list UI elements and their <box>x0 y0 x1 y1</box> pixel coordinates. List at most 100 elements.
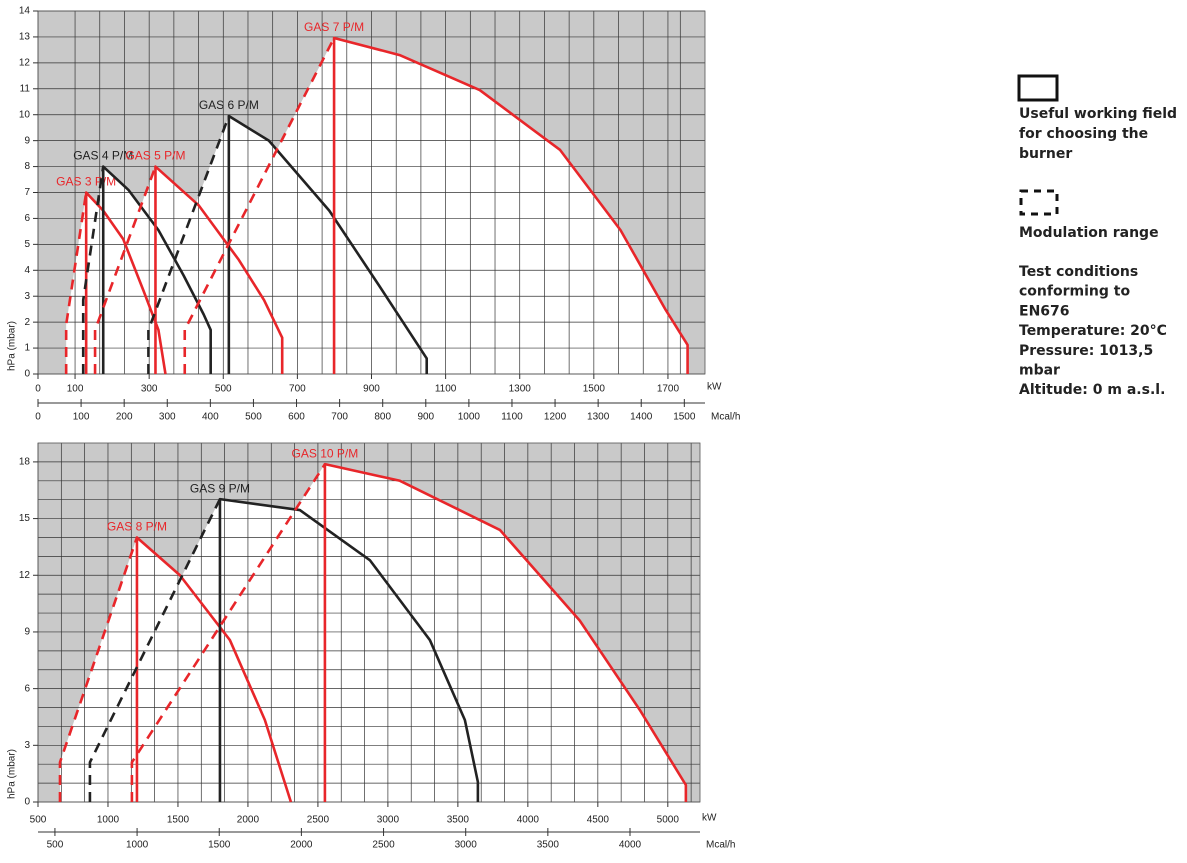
x-tick-label: 1000 <box>97 815 120 826</box>
x2-tick-label: 3500 <box>537 840 560 851</box>
y-tick-label: 13 <box>19 32 31 43</box>
x-tick-label: 3000 <box>377 815 400 826</box>
x2-axis-unit: Mcal/h <box>706 840 735 851</box>
x2-tick-label: 900 <box>417 412 434 423</box>
modulation-range <box>147 115 231 374</box>
x-tick-label: 3500 <box>447 815 470 826</box>
modulation-range <box>183 37 336 374</box>
x2-axis-unit: Mcal/h <box>711 412 740 423</box>
x2-tick-label: 1200 <box>544 412 567 423</box>
modulation-range <box>93 166 157 374</box>
y-tick-label: 6 <box>24 683 30 694</box>
y-tick-label: 12 <box>19 570 31 581</box>
x2-tick-label: 1100 <box>501 412 523 423</box>
x2-tick-label: 1500 <box>208 840 231 851</box>
series-label: GAS 7 P/M <box>304 20 364 34</box>
series-label: GAS 3 P/M <box>56 175 116 189</box>
legend-text: EN676 <box>1019 303 1070 319</box>
x-tick-label: 1300 <box>509 384 532 395</box>
y-axis-title: hPa (mbar) <box>7 321 18 371</box>
x2-tick-label: 500 <box>245 412 262 423</box>
x2-tick-label: 100 <box>73 412 90 423</box>
x2-tick-label: 500 <box>47 840 64 851</box>
y-tick-label: 8 <box>24 161 30 172</box>
x-tick-label: 0 <box>35 384 41 395</box>
x2-tick-label: 700 <box>331 412 348 423</box>
x2-tick-label: 0 <box>35 412 41 423</box>
y-tick-label: 0 <box>24 369 30 380</box>
x-tick-label: 2000 <box>237 815 260 826</box>
working-field-outline <box>101 165 212 374</box>
x2-tick-label: 1000 <box>126 840 149 851</box>
conditions: Test conditions conforming to EN676 Tempera… <box>1019 264 1167 398</box>
legend-text: mbar <box>1019 363 1060 379</box>
working-field-outline <box>218 497 480 802</box>
series-label: GAS 9 P/M <box>190 481 250 495</box>
y-tick-label: 3 <box>24 291 30 302</box>
legend-text: Temperature: 20°C <box>1019 323 1167 339</box>
working-field-outline <box>154 165 284 374</box>
x-axis-unit: kW <box>702 813 717 824</box>
x-tick-label: 1500 <box>583 384 606 395</box>
modulation-range <box>58 537 139 802</box>
working-field-key <box>1017 74 1059 102</box>
x-tick-label: 1100 <box>435 384 457 395</box>
x-tick-label: 700 <box>289 384 306 395</box>
legend-text: conforming to <box>1019 284 1130 300</box>
x-tick-label: 1700 <box>657 384 680 395</box>
x-tick-label: 500 <box>30 815 47 826</box>
legend-text: for choosing the <box>1019 126 1148 142</box>
x2-tick-label: 1000 <box>458 412 481 423</box>
y-tick-label: 18 <box>19 457 31 468</box>
y-tick-label: 6 <box>24 213 30 224</box>
series-label: GAS 10 P/M <box>292 446 359 460</box>
chart: 0 3 6 9 12 15 18 hPa (mbar) 500 1000 1500 2000 2500 3… <box>7 442 735 851</box>
plot-frame <box>37 442 701 803</box>
modulation-key <box>1019 189 1059 216</box>
x-tick-label: 2500 <box>307 815 330 826</box>
modulation-range <box>130 463 327 802</box>
x2-tick-label: 2500 <box>372 840 395 851</box>
working-field-outline <box>84 191 167 375</box>
legend-text: Altitude: 0 m a.s.l. <box>1019 382 1165 398</box>
y-tick-label: 7 <box>24 187 30 198</box>
x2-tick-label: 1300 <box>587 412 610 423</box>
y-tick-label: 5 <box>24 239 30 250</box>
y-tick-label: 12 <box>19 57 31 68</box>
y-axis-title: hPa (mbar) <box>7 749 18 799</box>
y-tick-label: 11 <box>20 83 31 94</box>
x-tick-label: 900 <box>363 384 380 395</box>
y-tick-label: 4 <box>24 265 30 276</box>
legend-text: Test conditions <box>1019 264 1138 280</box>
x-tick-label: 4000 <box>517 815 540 826</box>
series-label: GAS 5 P/M <box>125 149 185 163</box>
modulation-range <box>64 192 88 374</box>
legend-text: Pressure: 1013,5 <box>1019 343 1153 359</box>
x-tick-label: 100 <box>67 384 84 395</box>
y-tick-label: 10 <box>19 109 31 120</box>
y-tick-label: 2 <box>24 317 30 328</box>
x2-tick-label: 800 <box>374 412 391 423</box>
x-tick-label: 5000 <box>657 815 680 826</box>
working-field-outline <box>332 36 689 374</box>
x2-tick-label: 600 <box>288 412 305 423</box>
legend-text: Modulation range <box>1019 225 1159 241</box>
y-tick-label: 15 <box>19 513 31 524</box>
working-field-outline <box>135 536 293 803</box>
x2-tick-label: 1400 <box>630 412 653 423</box>
x-tick-label: 1500 <box>167 815 190 826</box>
y-tick-label: 9 <box>24 627 30 638</box>
x2-tick-label: 300 <box>159 412 176 423</box>
series-label: GAS 4 P/M <box>73 149 133 163</box>
x2-tick-label: 200 <box>116 412 133 423</box>
y-tick-label: 0 <box>24 797 30 808</box>
modulation-range <box>88 498 222 802</box>
y-tick-label: 1 <box>24 343 30 354</box>
legend-text: burner <box>1019 146 1072 162</box>
x-tick-label: 300 <box>141 384 158 395</box>
x2-tick-label: 400 <box>202 412 219 423</box>
x2-tick-label: 2000 <box>290 840 313 851</box>
x2-tick-label: 1500 <box>673 412 696 423</box>
y-tick-label: 9 <box>24 135 30 146</box>
